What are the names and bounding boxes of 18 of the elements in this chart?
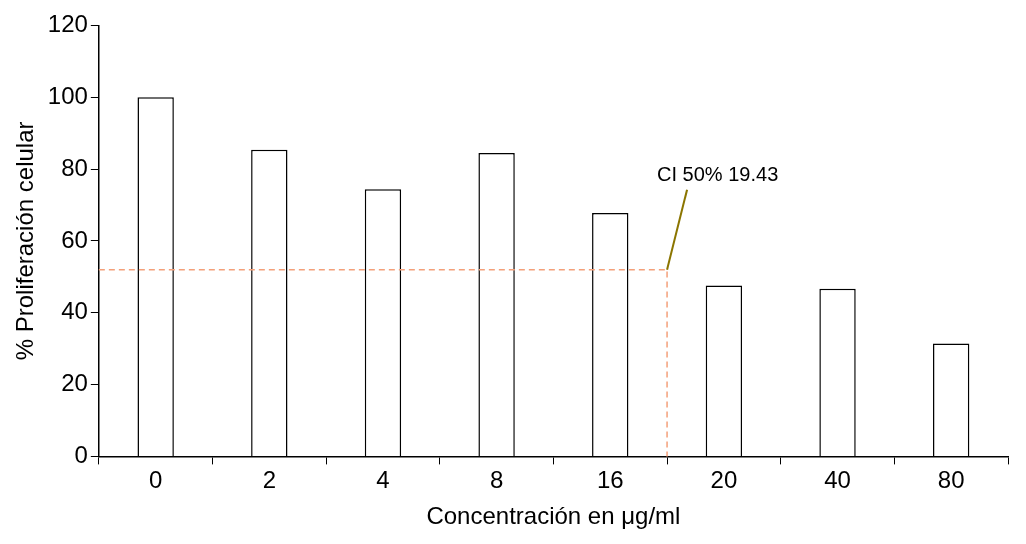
x-axis-title: Concentración en μg/ml — [426, 502, 681, 530]
x-tick-label: 80 — [937, 466, 965, 494]
y-tick-label: 80 — [61, 153, 88, 181]
y-axis-title: % Proliferación celular — [11, 121, 39, 361]
x-tick-label: 40 — [824, 466, 851, 494]
x-tick-label: 4 — [376, 466, 390, 494]
x-tick-label: 20 — [710, 466, 738, 494]
y-tick-label: 20 — [61, 369, 88, 397]
y-tick-label: 0 — [74, 441, 88, 469]
y-tick-label: 40 — [61, 297, 88, 325]
y-tick-label: 60 — [61, 225, 88, 253]
x-tick-label: 2 — [262, 466, 276, 494]
ref-line-label: CI 50% 19.43 — [657, 163, 779, 186]
x-tick-label: 16 — [596, 466, 624, 494]
x-tick-label: 8 — [489, 466, 504, 494]
y-tick-label: 120 — [47, 10, 88, 38]
x-tick-label: 0 — [148, 466, 163, 494]
y-tick-label: 100 — [47, 81, 88, 109]
